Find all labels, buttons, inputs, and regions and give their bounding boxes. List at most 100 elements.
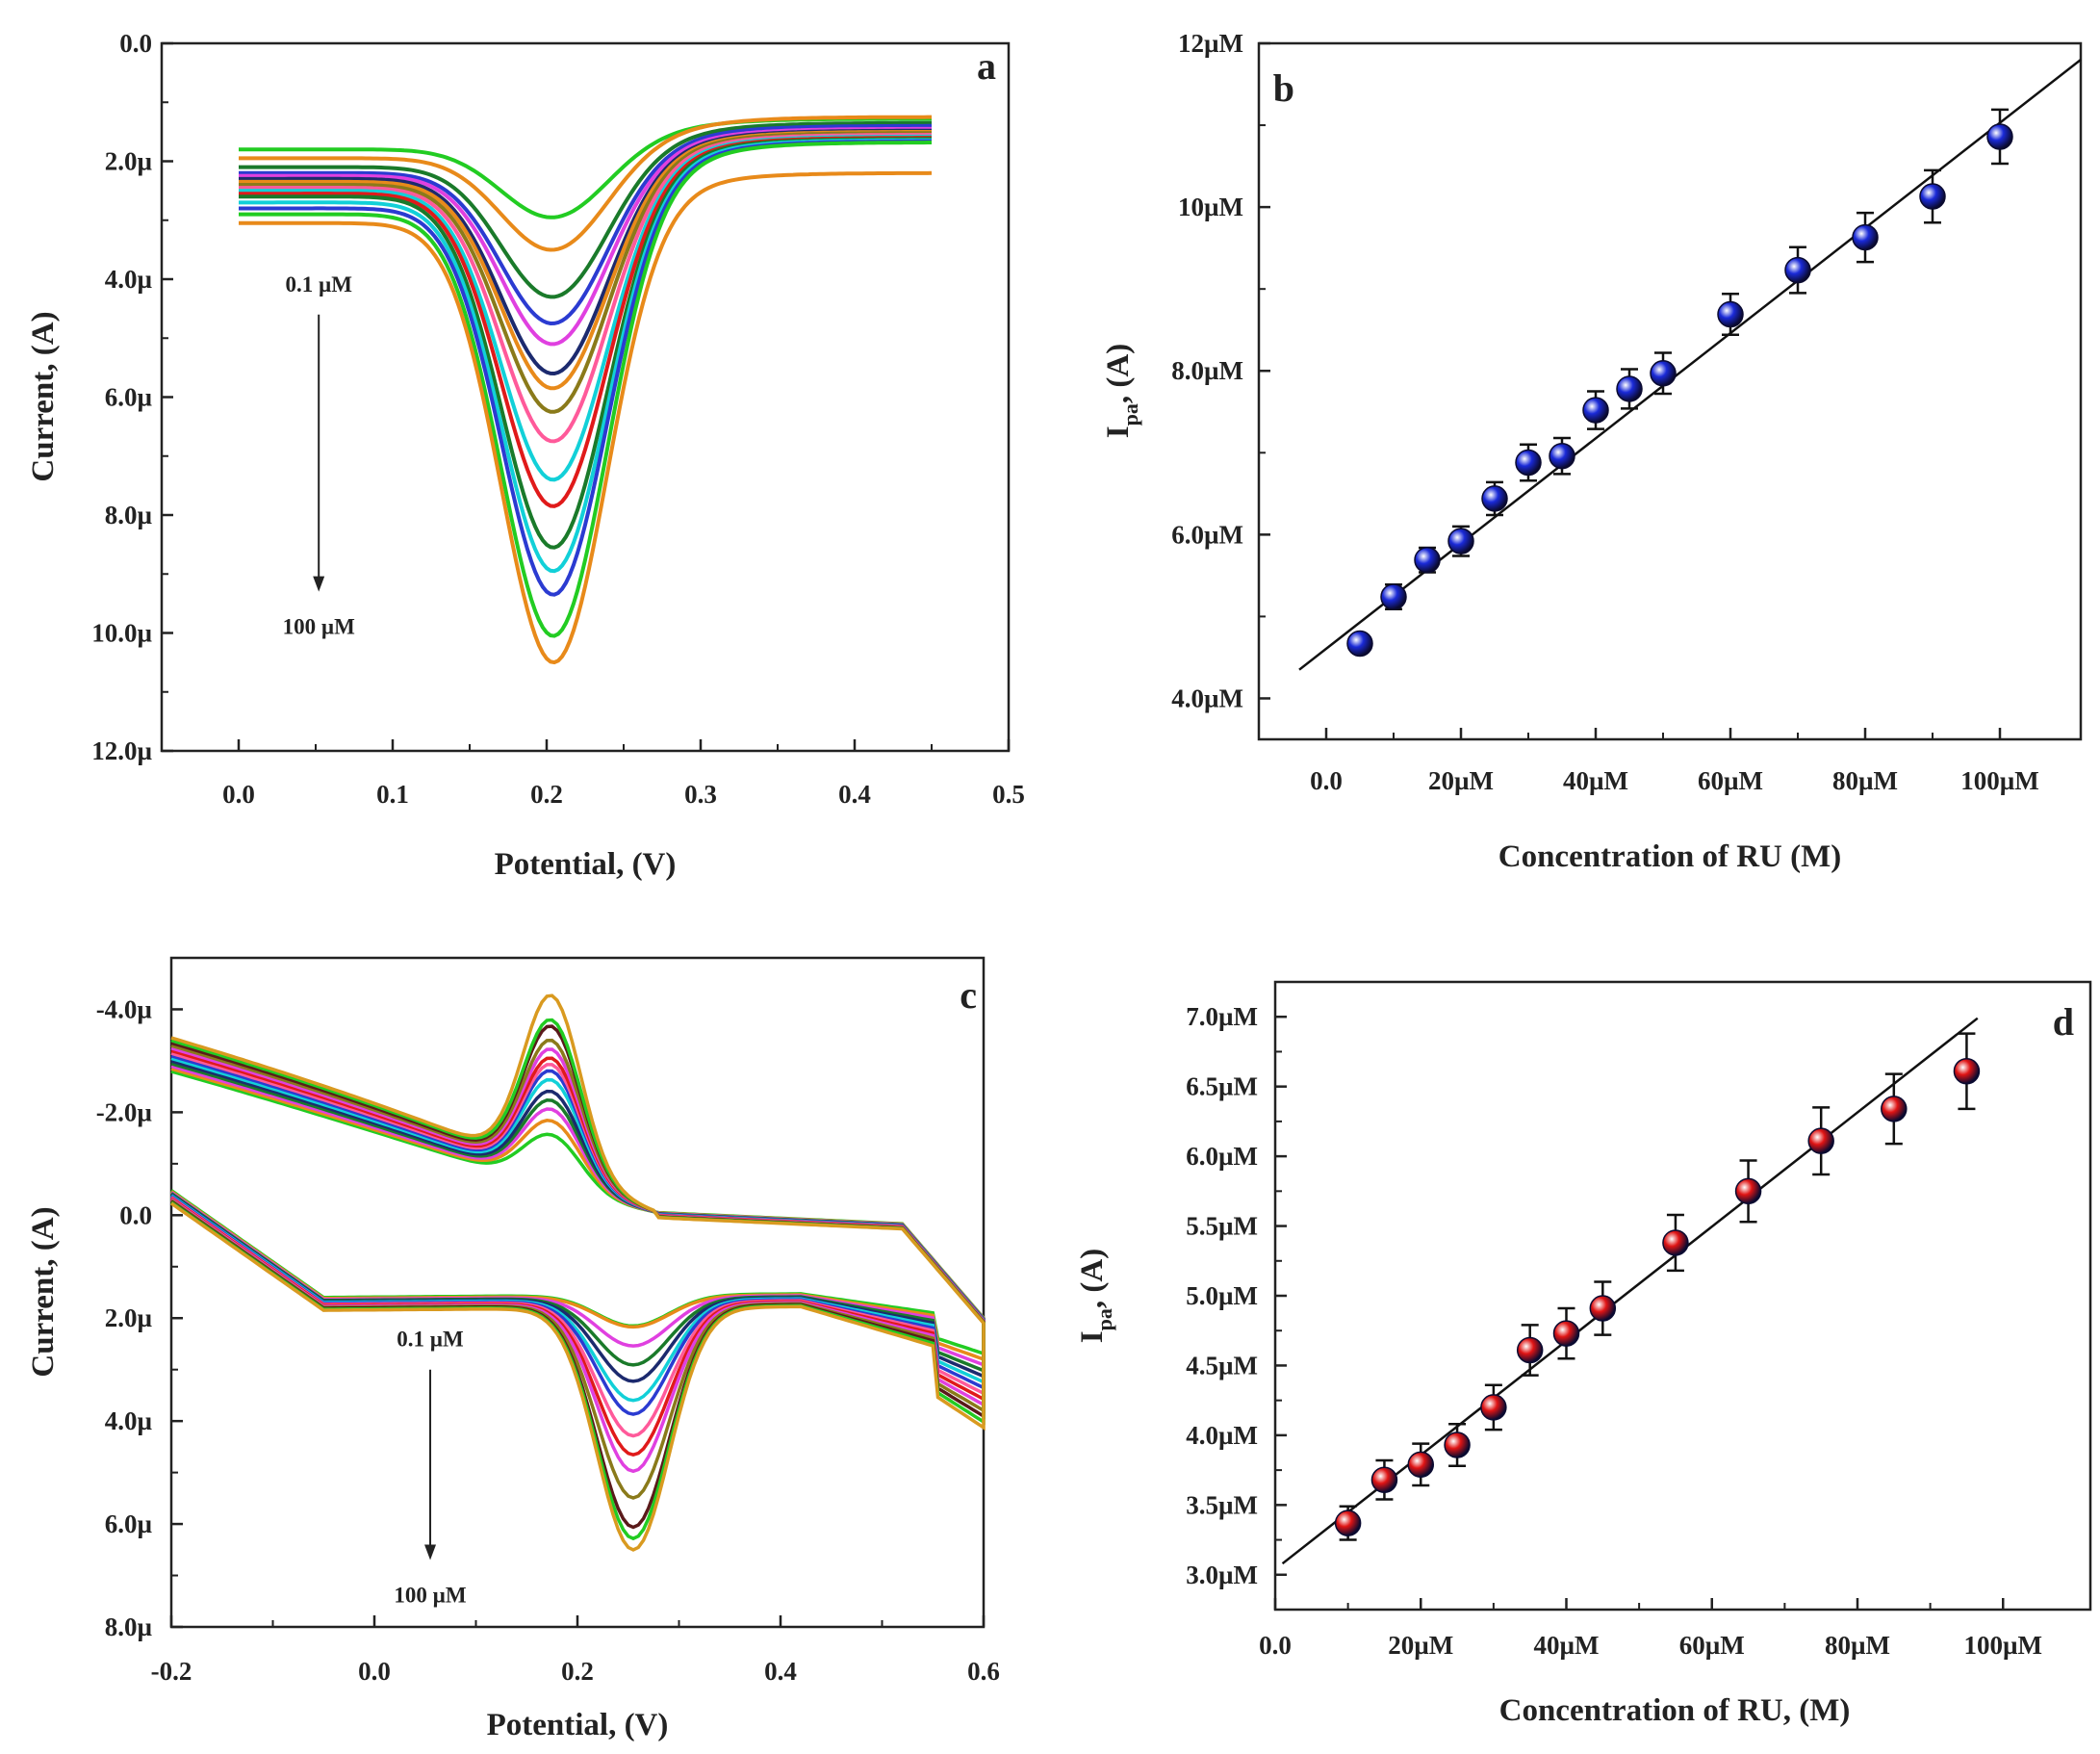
x-tick-label-a: 0.4 xyxy=(838,780,871,809)
series-line-a-3 xyxy=(239,123,932,326)
x-tick-label-d: 100µM xyxy=(1963,1631,2042,1660)
data-point-b xyxy=(1549,442,1575,470)
data-point-d xyxy=(1407,1451,1434,1479)
y-tick-label-c: -4.0µ xyxy=(96,994,153,1023)
y-axis-label-a: Current, (A) xyxy=(26,311,61,481)
panel-label-b: b xyxy=(1273,66,1294,110)
panel-label-d: d xyxy=(2053,1000,2074,1044)
y-tick-label-c: 2.0µ xyxy=(105,1303,153,1332)
x-tick-label-c: 0.6 xyxy=(967,1657,1000,1686)
data-point-b xyxy=(1650,360,1677,387)
chart-panel-b: 4.0µM 6.0µM 8.0µM 10µM 12µM 0.0 20µM 40µM 60µM 80… xyxy=(1101,29,2083,874)
data-point-b xyxy=(1481,485,1508,512)
y-tick-label-d: 3.5µM xyxy=(1186,1490,1258,1519)
x-tick-label-d: 40µM xyxy=(1533,1631,1599,1660)
y-tick-label-d: 4.0µM xyxy=(1186,1421,1258,1450)
series-line-a-2 xyxy=(239,120,932,299)
plot-frame-b xyxy=(1257,41,2083,741)
y-tick-label-c: 6.0µ xyxy=(105,1509,153,1538)
data-point-b xyxy=(1414,546,1441,574)
y-tick-label-d: 7.0µM xyxy=(1186,1002,1258,1031)
x-axis-label-a: Potential, (V) xyxy=(495,847,677,882)
series-line-c-13 xyxy=(169,993,986,1552)
y-axis-label-tail-d: , (A) xyxy=(1075,1249,1110,1308)
series-line-a-14 xyxy=(239,141,932,638)
x-tick-label-d: 20µM xyxy=(1388,1631,1453,1660)
data-point-d xyxy=(1807,1127,1834,1154)
y-tick-label-b: 8.0µM xyxy=(1171,356,1243,385)
data-point-d xyxy=(1552,1320,1580,1347)
x-tick-label-c: -0.2 xyxy=(151,1657,192,1686)
data-point-d xyxy=(1480,1394,1507,1421)
annotation-start-a: 0.1 µM xyxy=(285,272,352,297)
chart-panel-a: 0.0 2.0µ 4.0µ 6.0µ 8.0µ 10.0µ 12.0µ 0.0 0.1 0.2 0.… xyxy=(26,29,1025,882)
x-tick-label-b: 40µM xyxy=(1563,766,1628,795)
x-tick-label-a: 0.5 xyxy=(992,780,1025,809)
data-point-d xyxy=(1444,1432,1471,1458)
y-tick-label-d: 6.5µM xyxy=(1186,1072,1258,1101)
y-tick-label-c: 8.0µ xyxy=(105,1612,153,1641)
x-axis-label-d: Concentration of RU, (M) xyxy=(1499,1693,1851,1728)
y-axis-label-b: Ipa, (A) xyxy=(1101,344,1142,438)
y-tick-label-a: 8.0µ xyxy=(105,501,153,529)
data-point-d xyxy=(1953,1057,1981,1085)
x-tick-label-a: 0.1 xyxy=(376,780,409,809)
data-point-b xyxy=(1919,183,1946,210)
series-line-a-15 xyxy=(239,170,933,665)
y-axis-label-sub-d: pa xyxy=(1092,1308,1116,1330)
data-point-d xyxy=(1734,1177,1762,1205)
x-tick-label-a: 0.2 xyxy=(530,780,563,809)
data-point-b xyxy=(1582,397,1609,424)
x-tick-label-c: 0.2 xyxy=(561,1657,594,1686)
y-tick-label-d: 5.5µM xyxy=(1186,1212,1258,1241)
chart-panel-d: 3.0µM 3.5µM 4.0µM 4.5µM 5.0µM 5.5µM 6.0µM 6.5µM… xyxy=(1075,980,2092,1728)
x-tick-label-a: 0.3 xyxy=(684,780,717,809)
y-tick-label-d: 5.0µM xyxy=(1186,1281,1258,1310)
x-tick-label-d: 0.0 xyxy=(1259,1631,1292,1660)
y-axis-label-tail-b: , (A) xyxy=(1101,344,1136,403)
data-point-d xyxy=(1881,1096,1908,1122)
y-tick-label-c: 4.0µ xyxy=(105,1406,153,1435)
y-axis-label-c: Current, (A) xyxy=(26,1206,61,1377)
annotation-arrowhead-a xyxy=(313,576,325,592)
fit-line-d xyxy=(1281,1017,1979,1565)
y-tick-label-b: 6.0µM xyxy=(1171,520,1243,549)
data-point-d xyxy=(1516,1336,1544,1364)
x-axis-label-c: Potential, (V) xyxy=(487,1708,669,1742)
data-point-d xyxy=(1370,1466,1398,1494)
x-tick-label-d: 80µM xyxy=(1825,1631,1890,1660)
x-tick-label-c: 0.0 xyxy=(358,1657,391,1686)
y-tick-label-b: 4.0µM xyxy=(1171,684,1243,712)
data-point-b xyxy=(1852,223,1879,251)
y-tick-label-d: 6.0µM xyxy=(1186,1142,1258,1171)
y-axis-label-d: Ipa, (A) xyxy=(1075,1249,1116,1343)
data-point-b xyxy=(1616,375,1643,402)
data-point-b xyxy=(1346,630,1373,658)
data-point-d xyxy=(1662,1229,1689,1256)
y-axis-label-main-d: I xyxy=(1075,1330,1110,1343)
x-axis-label-b: Concentration of RU (M) xyxy=(1498,839,1842,874)
panel-label-a: a xyxy=(977,44,996,88)
y-axis-label-sub-b: pa xyxy=(1118,403,1142,426)
annotation-end-a: 100 µM xyxy=(283,615,356,639)
annotation-arrowhead-c xyxy=(424,1544,437,1561)
x-tick-label-b: 100µM xyxy=(1960,766,2039,795)
chart-panel-c: -4.0µ -2.0µ 0.0 2.0µ 4.0µ 6.0µ 8.0µ -0.2 0.0 0.2 0… xyxy=(26,956,1000,1742)
x-tick-label-b: 60µM xyxy=(1698,766,1763,795)
data-point-b xyxy=(1380,583,1407,610)
y-tick-label-a: 12.0µ xyxy=(91,736,152,765)
series-line-a-1 xyxy=(239,115,932,252)
x-tick-label-b: 0.0 xyxy=(1310,766,1343,795)
data-point-d xyxy=(1334,1509,1362,1536)
annotation-end-c: 100 µM xyxy=(394,1584,467,1608)
y-tick-label-c: 0.0 xyxy=(119,1200,152,1229)
y-tick-label-d: 3.0µM xyxy=(1186,1561,1258,1589)
data-point-d xyxy=(1589,1295,1617,1322)
x-tick-label-a: 0.0 xyxy=(222,780,255,809)
y-tick-label-a: 2.0µ xyxy=(105,147,153,176)
annotation-start-c: 0.1 µM xyxy=(397,1328,464,1352)
y-tick-label-c: -2.0µ xyxy=(96,1097,153,1126)
x-tick-label-b: 20µM xyxy=(1428,766,1494,795)
